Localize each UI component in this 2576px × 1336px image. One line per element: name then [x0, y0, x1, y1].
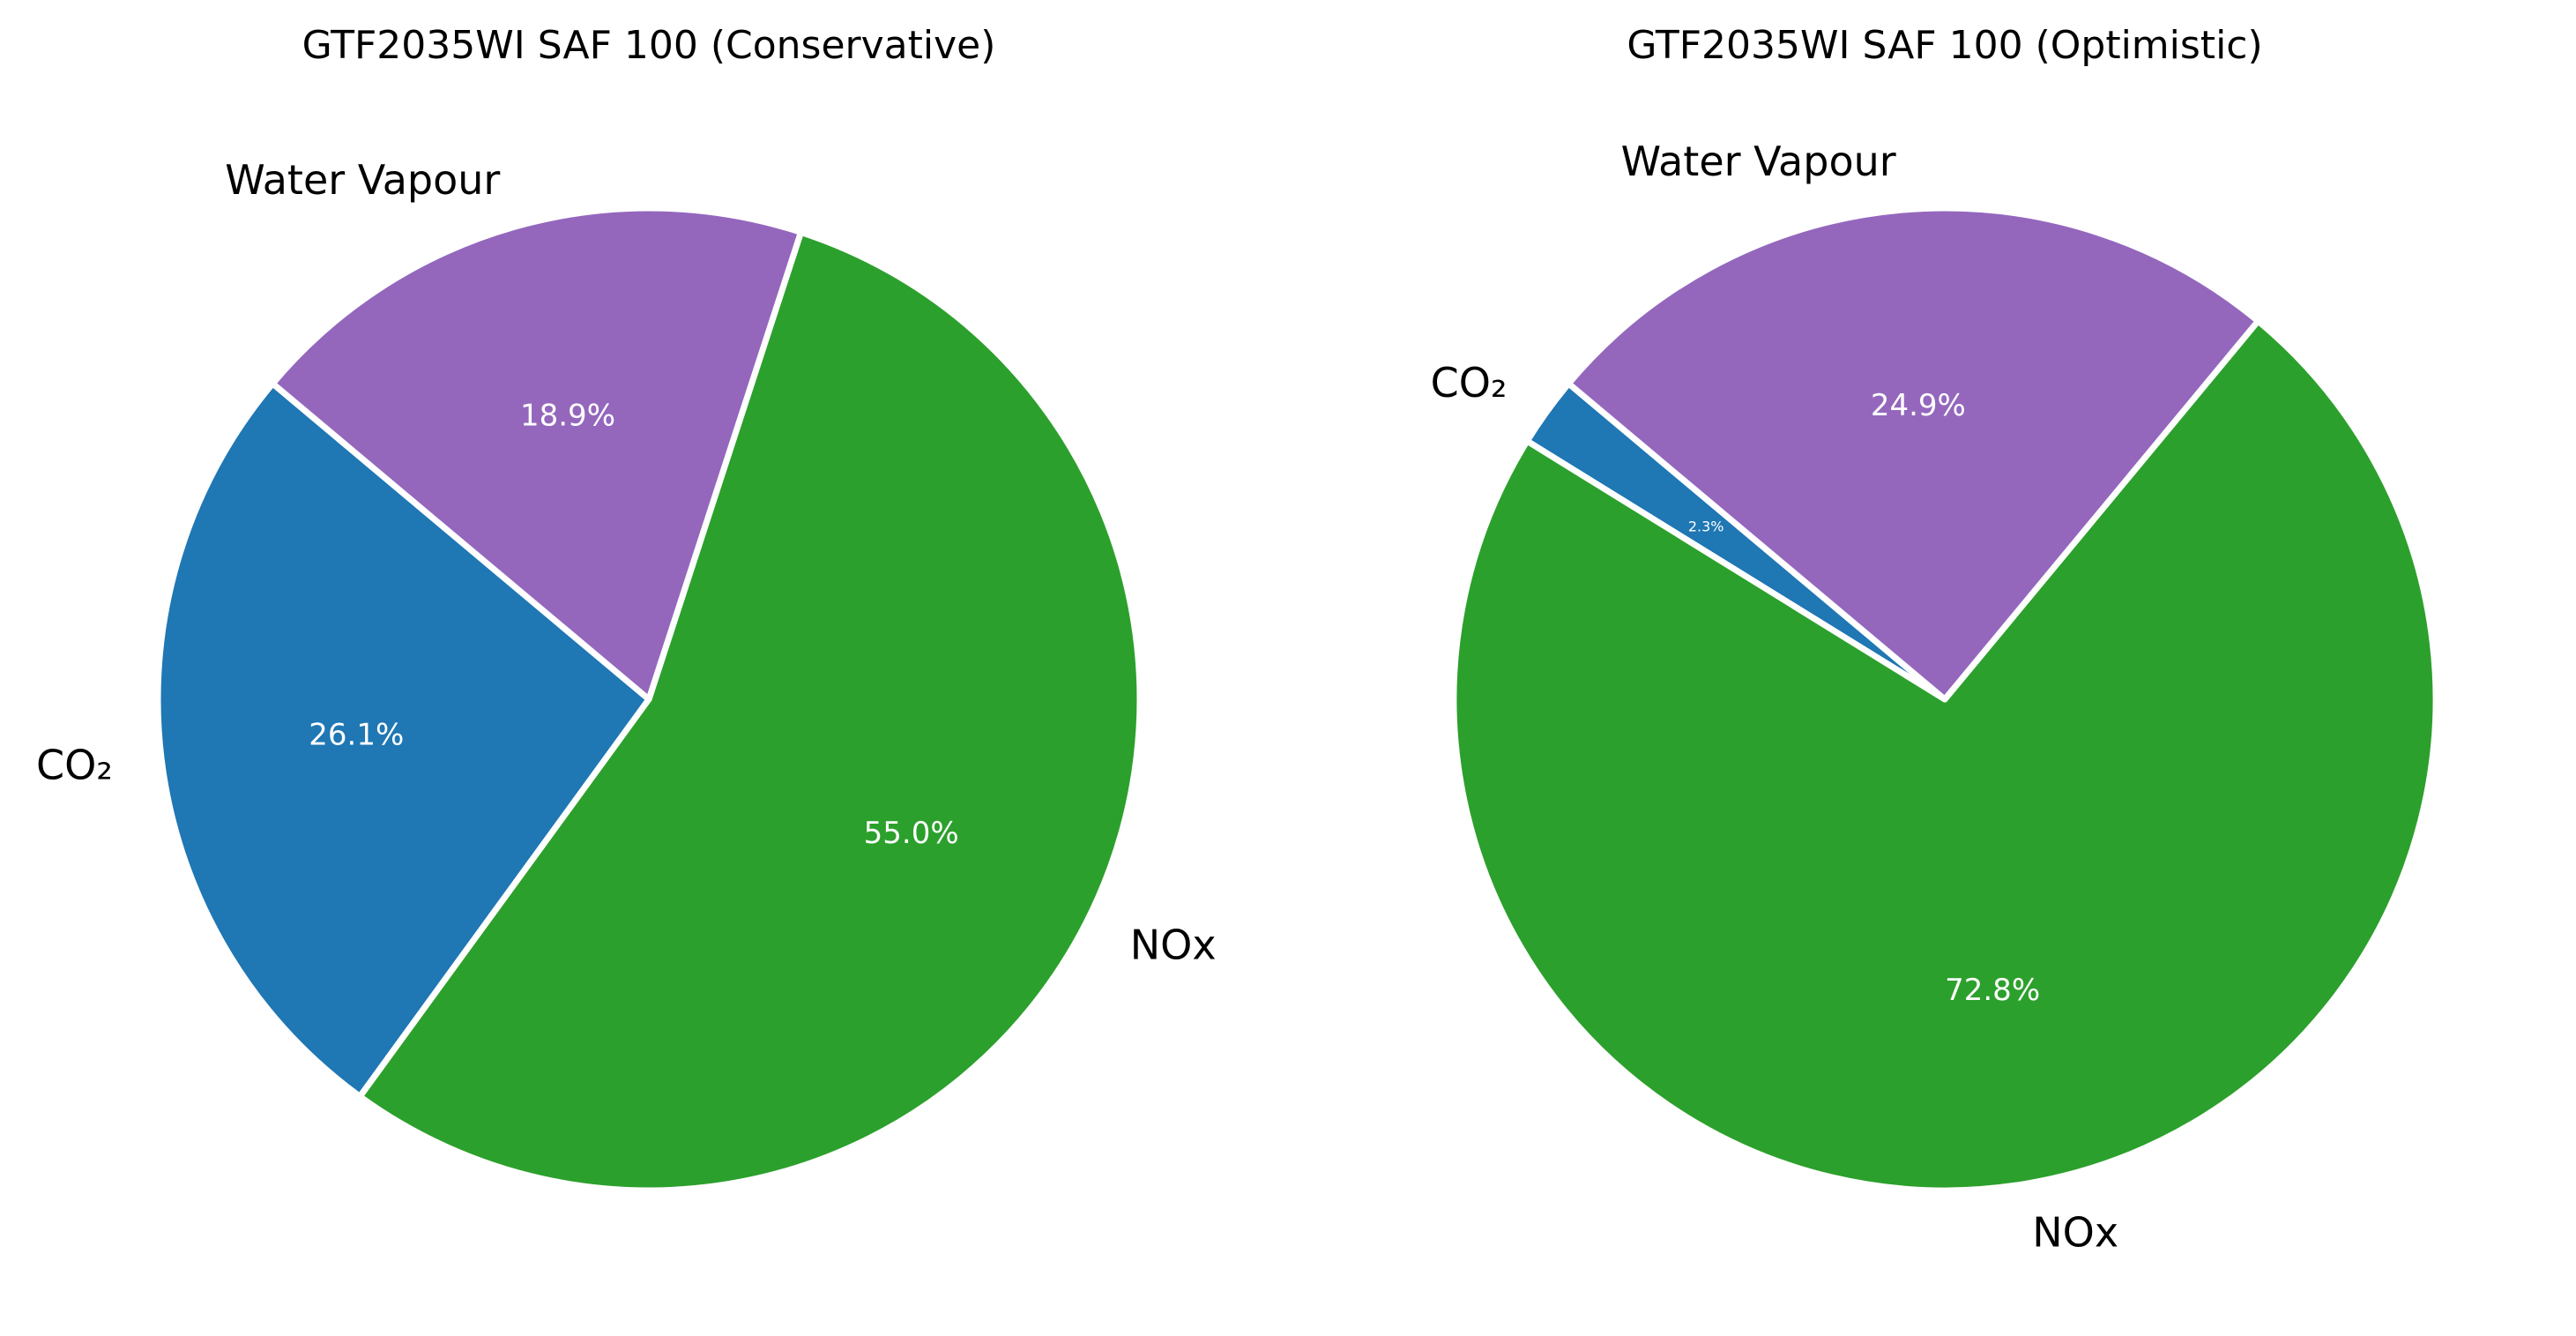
pie-slice-nox — [356, 228, 1143, 1194]
conservative-pie-chart: GTF2035WI SAF 100 (Conservative) 26.1% CO… — [36, 23, 1217, 1194]
slice-percentage-label: 18.9% — [520, 399, 615, 434]
slice-percentage-label: 2.3% — [1688, 519, 1724, 535]
chart-title: GTF2035WI SAF 100 (Conservative) — [302, 23, 996, 68]
chart-title: GTF2035WI SAF 100 (Optimistic) — [1627, 23, 2262, 68]
pie-slice-water-vapour — [269, 205, 804, 703]
slice-percentage-label: 26.1% — [309, 718, 404, 753]
pie-wedges — [1450, 205, 2439, 1194]
pie-labels: 26.1% CO₂ 55.0% NOx 18.9% Water Vapour — [36, 156, 1217, 969]
optimistic-pie-chart: GTF2035WI SAF 100 (Optimistic) 2.3% CO₂ 72… — [1431, 23, 2439, 1257]
pie-slice-water-vapour — [1565, 205, 2261, 703]
slice-category-label: Water Vapour — [1621, 138, 1896, 185]
slice-category-label: CO₂ — [36, 741, 113, 788]
slice-percentage-label: 24.9% — [1871, 388, 1966, 423]
pie-slice-co2 — [154, 380, 652, 1100]
pie-slice-nox — [1450, 317, 2439, 1194]
pie-wedges — [154, 205, 1143, 1194]
pie-labels: 2.3% CO₂ 72.8% NOx 24.9% Water Vapour — [1431, 138, 2118, 1257]
slice-percentage-label: 72.8% — [1945, 973, 2040, 1008]
slice-category-label: NOx — [1130, 922, 1217, 969]
slice-category-label: CO₂ — [1431, 359, 1508, 407]
slice-category-label: NOx — [2032, 1209, 2118, 1257]
slice-percentage-label: 55.0% — [864, 816, 959, 851]
slice-category-label: Water Vapour — [225, 156, 500, 204]
